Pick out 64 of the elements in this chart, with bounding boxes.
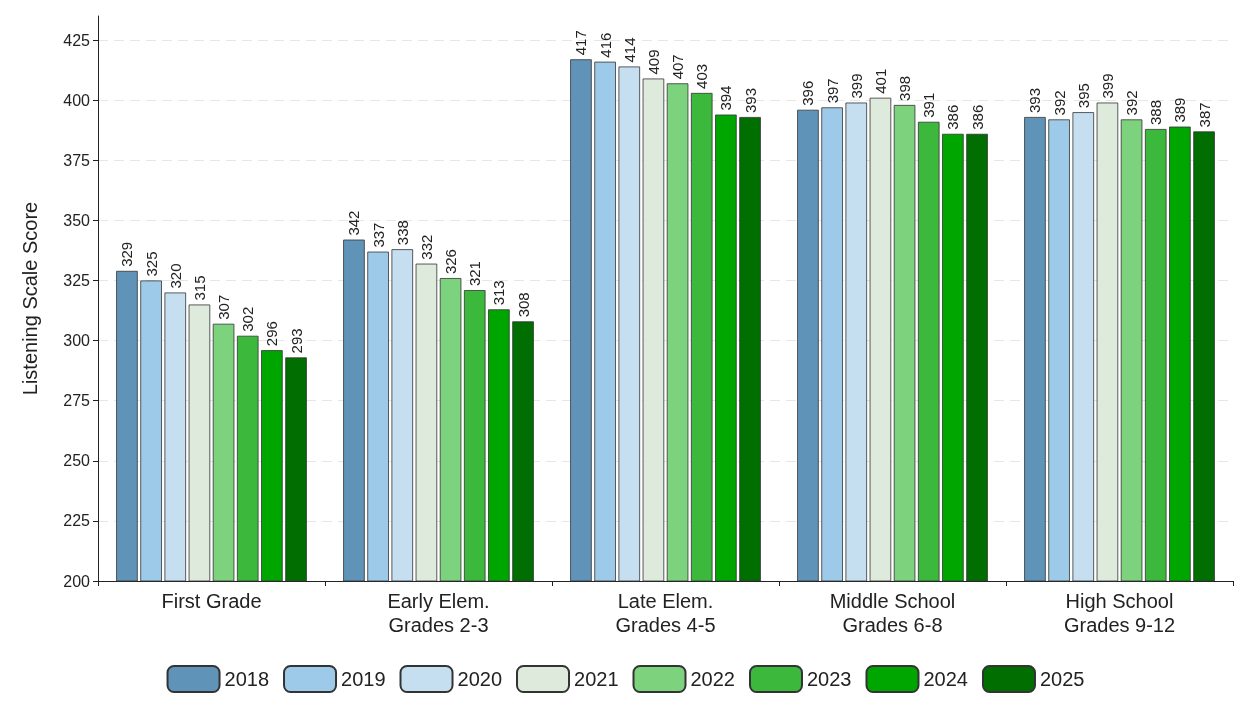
y-tick-label: 400 <box>63 91 91 109</box>
data-label: 403 <box>693 63 711 89</box>
data-label: 320 <box>166 263 184 289</box>
data-label: 407 <box>669 54 687 80</box>
data-label: 414 <box>620 37 638 63</box>
data-label: 321 <box>466 261 484 287</box>
x-tick-label: Late Elem. Grades 4-5 <box>615 590 716 636</box>
data-label: 308 <box>514 292 532 318</box>
legend-label: 2018 <box>224 668 270 690</box>
data-label: 397 <box>823 78 841 104</box>
data-label: 399 <box>847 73 865 99</box>
data-label: 326 <box>442 249 460 275</box>
data-label: 307 <box>215 294 233 320</box>
legend-label: 2021 <box>574 668 619 690</box>
data-label: 392 <box>1123 90 1141 116</box>
data-label: 393 <box>741 87 759 113</box>
y-tick-label: 200 <box>63 572 91 590</box>
legend-label: 2020 <box>457 668 503 690</box>
data-label: 395 <box>1074 83 1092 109</box>
data-label: 313 <box>490 280 508 306</box>
data-label: 416 <box>596 32 614 58</box>
data-label: 398 <box>896 75 914 101</box>
y-axis-title: Listening Scale Score <box>19 201 41 396</box>
data-label: 338 <box>393 220 411 246</box>
data-label: 296 <box>263 321 281 347</box>
x-tick-label: Middle School Grades 6-8 <box>829 590 956 636</box>
legend-label: 2024 <box>923 668 968 690</box>
x-tick-label: High School Grades 9-12 <box>1063 590 1176 636</box>
data-label: 417 <box>572 30 590 56</box>
data-label: 388 <box>1147 99 1165 125</box>
y-tick-label: 350 <box>63 211 91 229</box>
y-tick-label: 250 <box>63 452 91 470</box>
legend-label: 2022 <box>690 668 735 690</box>
data-label: 293 <box>287 328 305 354</box>
legend-label: 2023 <box>806 668 852 690</box>
data-label: 396 <box>799 80 817 106</box>
y-tick-label: 225 <box>63 512 91 530</box>
x-tick-label: First Grade <box>161 590 262 612</box>
data-label: 387 <box>1195 102 1213 128</box>
data-label: 337 <box>369 222 387 248</box>
data-label: 399 <box>1098 73 1116 99</box>
data-label: 391 <box>920 92 938 118</box>
y-tick-label: 375 <box>63 151 91 169</box>
data-label: 386 <box>944 104 962 130</box>
data-label: 342 <box>345 210 363 236</box>
data-label: 401 <box>871 68 889 94</box>
x-tick-label: Early Elem. Grades 2-3 <box>387 590 490 636</box>
data-label: 329 <box>118 241 136 267</box>
data-label: 315 <box>190 275 208 301</box>
data-label: 409 <box>644 49 662 75</box>
data-label: 302 <box>239 306 257 332</box>
data-label: 393 <box>1026 87 1044 113</box>
data-label: 332 <box>417 234 435 260</box>
y-tick-label: 275 <box>63 392 91 410</box>
y-tick-label: 325 <box>63 271 91 289</box>
data-label: 386 <box>968 104 986 130</box>
y-tick-label: 425 <box>63 31 91 49</box>
data-label: 394 <box>717 85 735 111</box>
legend-label: 2019 <box>341 668 386 690</box>
data-label: 389 <box>1171 97 1189 123</box>
data-label: 392 <box>1050 90 1068 116</box>
y-tick-label: 300 <box>63 332 91 350</box>
legend-label: 2025 <box>1039 668 1085 690</box>
data-label: 325 <box>142 251 160 277</box>
